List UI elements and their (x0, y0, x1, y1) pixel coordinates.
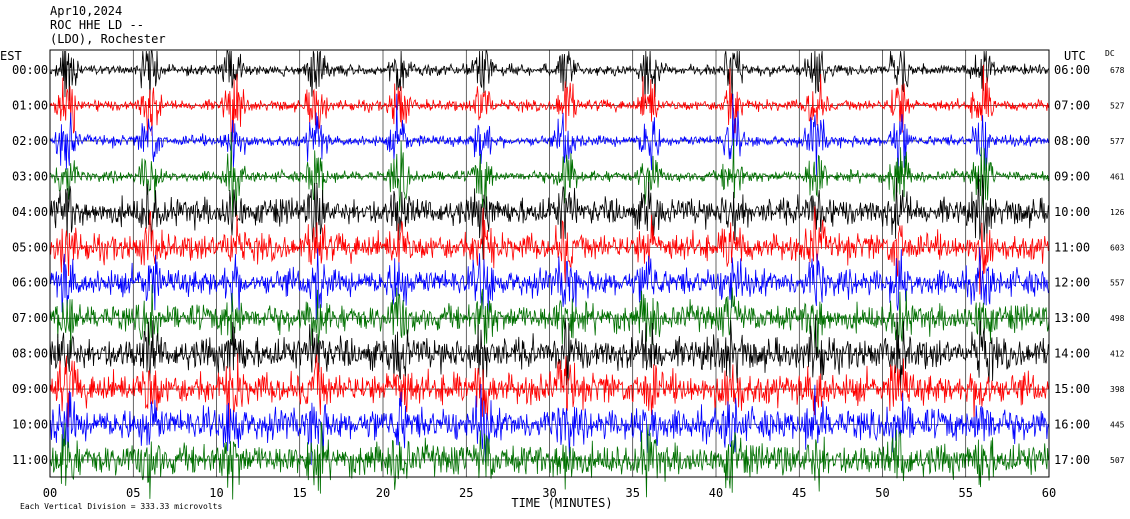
est-hour-label: 01:00 (12, 98, 48, 112)
utc-hour-label: 16:00 (1054, 418, 1090, 432)
x-tick-label: 30 (542, 486, 556, 500)
est-hour-label: 05:00 (12, 240, 48, 254)
dc-offset-label: 527 (1110, 101, 1125, 110)
utc-header: UTC (1064, 49, 1086, 63)
date-label: Apr10,2024 (50, 4, 123, 18)
utc-hour-label: 11:00 (1054, 240, 1090, 254)
est-hour-label: 10:00 (12, 418, 48, 432)
trace-hour-0300 (49, 131, 1050, 218)
trace-hour-0100 (49, 64, 1050, 143)
est-hour-label: 09:00 (12, 382, 48, 396)
utc-hour-label: 14:00 (1054, 347, 1090, 361)
utc-hour-label: 09:00 (1054, 169, 1090, 183)
est-hour-label: 07:00 (12, 311, 48, 325)
station-label: ROC HHE LD -- (50, 18, 144, 32)
est-hour-label: 06:00 (12, 276, 48, 290)
axis-labels: EST UTC DC TIME (MINUTES) Each Vertical … (0, 49, 1125, 511)
utc-hour-label: 06:00 (1054, 63, 1090, 77)
trace-hour-0000 (49, 50, 1050, 108)
utc-hour-label: 15:00 (1054, 382, 1090, 396)
x-tick-label: 45 (792, 486, 806, 500)
trace-hour-0500 (49, 206, 1050, 295)
x-tick-label: 05 (126, 486, 140, 500)
dc-offset-label: 445 (1110, 421, 1125, 430)
x-axis-title: TIME (MINUTES) (511, 496, 612, 510)
x-tick-label: 40 (709, 486, 723, 500)
est-hour-label: 11:00 (12, 453, 48, 467)
trace-hour-0700 (49, 284, 1050, 355)
est-hour-label: 08:00 (12, 347, 48, 361)
dc-offset-label: 557 (1110, 279, 1125, 288)
utc-hour-label: 17:00 (1054, 453, 1090, 467)
dc-offset-label: 577 (1110, 137, 1125, 146)
dc-offset-label: 126 (1110, 208, 1125, 217)
trace-hour-1100 (49, 421, 1050, 500)
x-tick-label: 25 (459, 486, 473, 500)
trace-hour-1000 (49, 383, 1050, 466)
x-tick-label: 10 (209, 486, 223, 500)
dc-offset-label: 678 (1110, 66, 1125, 75)
x-tick-label: 20 (376, 486, 390, 500)
est-hour-label: 02:00 (12, 134, 48, 148)
trace-hour-0900 (49, 353, 1050, 428)
footer-note: Each Vertical Division = 333.33 microvol… (20, 502, 222, 511)
plot-frame (49, 49, 1050, 478)
x-tick-label: 50 (875, 486, 889, 500)
utc-hour-label: 10:00 (1054, 205, 1090, 219)
dc-offset-label: 507 (1110, 456, 1125, 465)
utc-hour-label: 07:00 (1054, 98, 1090, 112)
x-tick-label: 60 (1042, 486, 1056, 500)
x-tick-label: 15 (293, 486, 307, 500)
location-label: (LDO), Rochester (50, 32, 166, 46)
trace-hour-0600 (49, 247, 1050, 320)
dc-header: DC (1105, 49, 1115, 58)
utc-hour-label: 08:00 (1054, 134, 1090, 148)
trace-hour-0800 (49, 312, 1050, 401)
dc-offset-label: 498 (1110, 314, 1125, 323)
est-header: EST (0, 49, 22, 63)
dc-offset-label: 398 (1110, 385, 1125, 394)
x-tick-label: 55 (959, 486, 973, 500)
est-hour-label: 04:00 (12, 205, 48, 219)
est-hour-label: 03:00 (12, 169, 48, 183)
x-tick-label: 35 (626, 486, 640, 500)
seismogram-traces (49, 50, 1050, 500)
trace-hour-0200 (49, 93, 1050, 176)
utc-hour-label: 13:00 (1054, 311, 1090, 325)
dc-offset-label: 461 (1110, 172, 1125, 181)
dc-offset-label: 603 (1110, 243, 1125, 252)
utc-hour-label: 12:00 (1054, 276, 1090, 290)
est-hour-label: 00:00 (12, 63, 48, 77)
trace-hour-0400 (49, 174, 1050, 260)
x-tick-label: 00 (43, 486, 57, 500)
dc-offset-label: 412 (1110, 350, 1125, 359)
